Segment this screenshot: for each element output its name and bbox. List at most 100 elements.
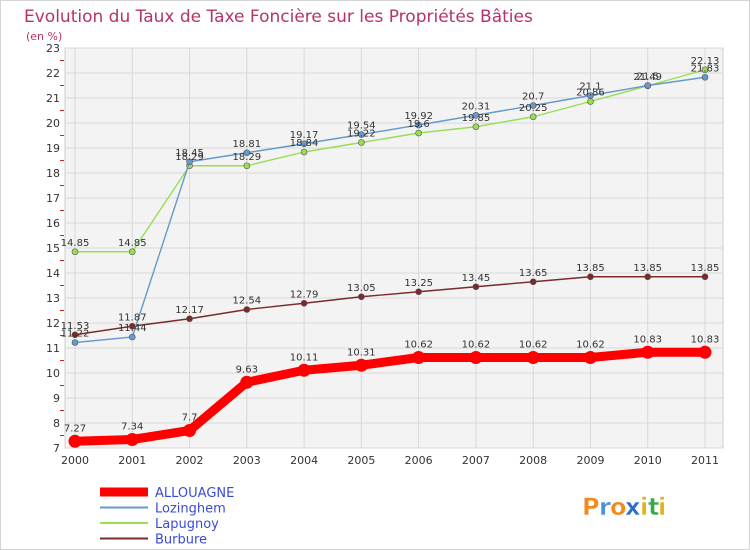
data-point-burbure	[71, 331, 79, 339]
data-label-lozinghem: 20.31	[462, 101, 491, 112]
data-label-lozinghem: 19.17	[290, 130, 319, 141]
x-tick-label: 2005	[347, 454, 375, 467]
data-point-lapugnoy	[243, 162, 251, 170]
data-label-allouagne: 10.83	[633, 334, 662, 345]
data-label-burbure: 11.87	[118, 312, 147, 323]
data-point-burbure	[186, 315, 193, 323]
data-point-lozinghem	[701, 73, 709, 81]
data-label-lapugnoy: 21.49	[633, 72, 662, 83]
data-point-lozinghem	[358, 131, 365, 138]
x-tick-label: 2004	[290, 454, 318, 467]
y-tick-label: 11	[46, 342, 60, 355]
data-point-burbure	[529, 278, 537, 286]
data-label-burbure: 13.65	[519, 268, 548, 279]
chart-subtitle: (en %)	[26, 30, 62, 43]
data-label-lozinghem: 11.22	[61, 329, 90, 340]
data-labels-layer: 7.27 7.34 7.7 9.63 10.11 10.31 10.62 10.62 10.62…	[61, 56, 720, 435]
data-label-lozinghem: 21.83	[691, 63, 720, 74]
data-point-burbure	[243, 306, 251, 313]
series-layer	[68, 66, 712, 448]
data-label-lozinghem: 20.7	[522, 92, 544, 103]
data-point-lapugnoy	[128, 248, 136, 256]
data-point-allouagne	[469, 351, 483, 364]
data-label-lozinghem: 19.54	[347, 121, 376, 132]
data-label-lapugnoy: 20.86	[576, 88, 605, 99]
y-tick-label: 13	[46, 292, 60, 305]
logo-letter: i	[640, 493, 648, 521]
data-label-lozinghem: 18.45	[175, 148, 204, 159]
y-tick-label: 17	[46, 192, 60, 205]
x-tick-label: 2008	[519, 454, 547, 467]
data-label-allouagne: 10.62	[576, 340, 605, 351]
data-point-allouagne	[412, 351, 426, 364]
data-point-lozinghem	[415, 121, 422, 129]
series-line-burbure	[74, 276, 705, 336]
data-point-burbure	[472, 283, 480, 291]
legend-label-lapugnoy: Lapugnoy	[155, 517, 219, 532]
series-line-allouagne	[74, 347, 705, 446]
data-point-allouagne	[297, 363, 311, 377]
x-tick-label: 2003	[233, 454, 261, 467]
data-point-lapugnoy	[529, 113, 537, 121]
data-label-allouagne: 7.34	[121, 422, 143, 433]
data-label-lapugnoy: 18.29	[175, 152, 204, 163]
data-label-lapugnoy: 19.6	[408, 119, 430, 130]
y-tick-label: 10	[46, 367, 60, 380]
x-tick-label: 2007	[462, 454, 490, 467]
data-point-lozinghem	[587, 92, 594, 99]
legend-label-lozinghem: Lozinghem	[155, 502, 226, 517]
data-point-burbure	[358, 293, 365, 301]
data-label-lozinghem: 21.1	[579, 82, 601, 93]
data-label-allouagne: 7.7	[182, 413, 198, 424]
data-point-allouagne	[240, 375, 254, 389]
data-point-lapugnoy	[358, 139, 365, 146]
data-point-lapugnoy	[472, 123, 480, 131]
data-label-allouagne: 10.31	[347, 347, 376, 358]
y-tick-label: 8	[53, 417, 60, 430]
data-point-allouagne	[125, 433, 139, 446]
data-label-burbure: 13.25	[404, 278, 433, 289]
x-tick-label: 2002	[176, 454, 204, 467]
grid-layer	[64, 47, 724, 449]
data-label-burbure: 11.53	[61, 321, 90, 332]
y-tick-label: 20	[46, 117, 60, 130]
data-label-allouagne: 10.62	[519, 340, 548, 351]
x-tick-label: 2009	[576, 454, 604, 467]
data-label-lapugnoy: 19.22	[347, 129, 376, 140]
data-label-allouagne: 9.63	[236, 364, 258, 375]
data-point-lapugnoy	[71, 248, 79, 256]
y-tick-label: 7	[53, 442, 60, 455]
x-tick-label: 2001	[118, 454, 146, 467]
data-label-lapugnoy: 19.85	[462, 113, 491, 124]
data-point-allouagne	[68, 434, 82, 448]
data-point-lapugnoy	[300, 148, 308, 156]
chart-title: Evolution du Taux de Taxe Foncière sur l…	[24, 7, 533, 27]
data-point-burbure	[587, 273, 594, 281]
legend-label-burbure: Burbure	[155, 533, 207, 548]
logo-letter: t	[648, 493, 659, 521]
data-label-lapugnoy: 18.84	[290, 138, 319, 149]
data-point-lozinghem	[243, 149, 251, 157]
data-label-burbure: 13.05	[347, 283, 376, 294]
data-label-lozinghem: 18.81	[232, 139, 261, 150]
y-tick-label: 18	[46, 167, 60, 180]
y-tick-label: 23	[46, 42, 60, 55]
data-label-lapugnoy: 18.29	[232, 152, 261, 163]
y-tick-label: 16	[46, 217, 60, 230]
data-point-allouagne	[354, 358, 368, 372]
axes-layer: 7 8 9 10 11 12 13 14 15 16 17 18 19 20 21 22 23 2000 2001 2…	[46, 42, 719, 467]
data-label-burbure: 12.79	[290, 289, 319, 300]
series-line-lozinghem	[74, 76, 706, 344]
data-point-lozinghem	[186, 158, 193, 166]
data-label-burbure: 12.17	[175, 305, 204, 316]
series-line-lapugnoy	[75, 69, 706, 253]
data-point-lapugnoy	[587, 98, 594, 105]
data-label-allouagne: 10.83	[691, 334, 720, 345]
data-point-lozinghem	[128, 333, 136, 341]
legend-label-allouagne: ALLOUAGNE	[155, 486, 234, 501]
logo-letter: o	[610, 493, 627, 521]
data-label-lozinghem: 19.92	[404, 111, 433, 122]
data-label-allouagne: 10.62	[404, 340, 433, 351]
